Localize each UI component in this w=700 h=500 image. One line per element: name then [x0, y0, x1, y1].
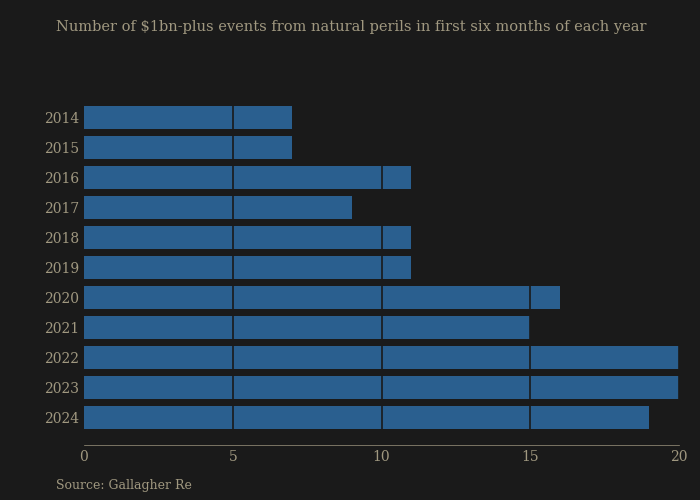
Bar — [84, 136, 293, 160]
Bar — [84, 256, 412, 279]
Bar — [84, 226, 412, 249]
Bar — [84, 196, 351, 220]
Text: Source: Gallagher Re: Source: Gallagher Re — [56, 480, 192, 492]
Bar — [84, 106, 293, 130]
Bar — [84, 166, 412, 190]
Bar — [84, 346, 679, 369]
Bar — [84, 286, 560, 309]
Text: Number of $1bn-plus events from natural perils in first six months of each year: Number of $1bn-plus events from natural … — [56, 20, 647, 34]
Bar — [84, 406, 650, 429]
Bar — [84, 376, 679, 399]
Bar — [84, 316, 531, 339]
